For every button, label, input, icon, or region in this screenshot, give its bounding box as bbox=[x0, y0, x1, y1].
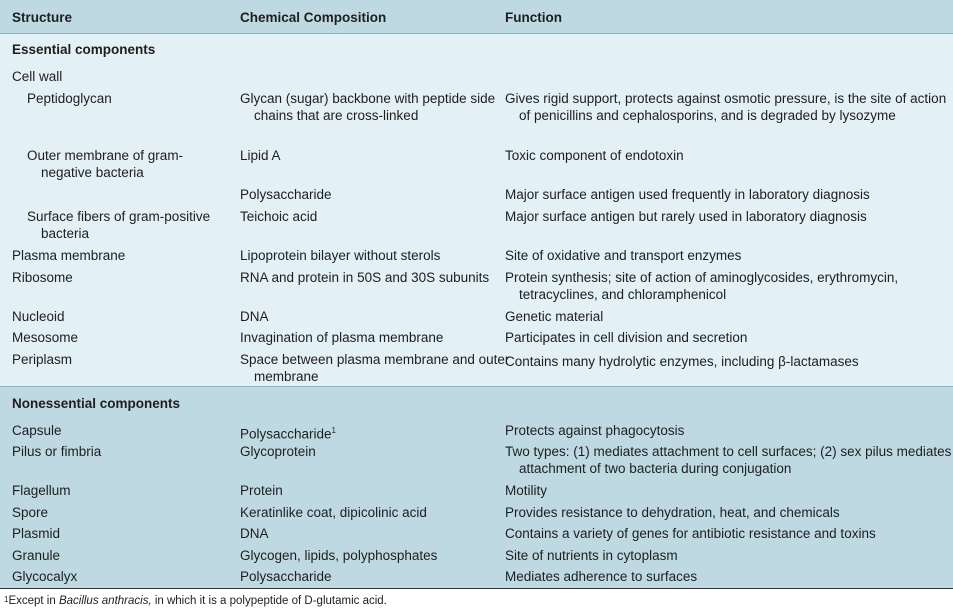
header-function: Function bbox=[505, 10, 562, 25]
function-cell: Participates in cell division and secret… bbox=[505, 330, 748, 345]
structure-cell: Granule bbox=[12, 548, 61, 563]
composition-cell: Invagination of plasma membrane bbox=[240, 330, 444, 345]
function-cell: Contains a variety of genes for antibiot… bbox=[505, 526, 876, 541]
essential-section-background bbox=[0, 34, 953, 386]
function-cell: Mediates adherence to surfaces bbox=[505, 569, 698, 584]
header-composition: Chemical Composition bbox=[240, 10, 387, 25]
composition-cell: Lipoprotein bilayer without sterols bbox=[240, 248, 441, 263]
structure-cell: Capsule bbox=[12, 423, 62, 438]
function-cell: Major surface antigen but rarely used in… bbox=[505, 209, 867, 224]
composition-cell: Polysaccharide bbox=[240, 569, 332, 584]
function-cell: Major surface antigen used frequently in… bbox=[505, 187, 870, 202]
footnote-italic: Bacillus anthracis, bbox=[58, 595, 152, 607]
composition-text: Polysaccharide bbox=[240, 426, 332, 442]
section-title-essential: Essential components bbox=[12, 42, 156, 57]
composition-cell: Teichoic acid bbox=[240, 209, 318, 224]
function-cell: Genetic material bbox=[505, 309, 604, 324]
structure-cell: Nucleoid bbox=[12, 309, 65, 324]
structure-cell: Flagellum bbox=[12, 483, 71, 498]
composition-cell: Lipid A bbox=[240, 148, 281, 163]
structure-cell: Plasma membrane bbox=[12, 248, 126, 263]
composition-cell: DNA bbox=[240, 309, 269, 324]
structure-cell: Cell wall bbox=[12, 69, 63, 84]
composition-cell: Polysaccharide bbox=[240, 187, 332, 202]
section-title-nonessential: Nonessential components bbox=[12, 396, 181, 411]
footnote-prefix: Except in bbox=[8, 595, 59, 607]
composition-cell: Space between plasma membrane and outer … bbox=[240, 352, 510, 384]
composition-cell: Glycan (sugar) backbone with peptide sid… bbox=[240, 91, 496, 123]
footnote-marker: 1 bbox=[331, 426, 336, 435]
header-structure: Structure bbox=[12, 10, 73, 25]
function-cell: Contains many hydrolytic enzymes, includ… bbox=[505, 354, 859, 369]
function-cell: Protects against phagocytosis bbox=[505, 423, 685, 438]
function-cell: Provides resistance to dehydration, heat… bbox=[505, 505, 840, 520]
function-cell: Protein synthesis; site of action of ami… bbox=[505, 270, 899, 302]
structure-cell: Peptidoglycan bbox=[27, 91, 112, 106]
composition-cell: RNA and protein in 50S and 30S subunits bbox=[240, 270, 490, 285]
function-cell: Gives rigid support, protects against os… bbox=[505, 91, 947, 123]
table-header: Structure Chemical Composition Function bbox=[0, 0, 953, 34]
composition-cell: Glycoprotein bbox=[240, 444, 316, 459]
function-cell: Site of nutrients in cytoplasm bbox=[505, 548, 678, 563]
function-cell: Toxic component of endotoxin bbox=[505, 148, 684, 163]
composition-cell: Polysaccharide1 bbox=[240, 422, 496, 443]
nonessential-section-background bbox=[0, 386, 953, 589]
footnote-suffix: in which it is a polypeptide of D-glutam… bbox=[151, 595, 387, 607]
structure-cell: Pilus or fimbria bbox=[12, 444, 102, 459]
structure-cell: Periplasm bbox=[12, 352, 73, 367]
function-cell: Site of oxidative and transport enzymes bbox=[505, 248, 742, 263]
function-cell: Two types: (1) mediates attachment to ce… bbox=[505, 444, 952, 476]
structure-cell: Ribosome bbox=[12, 270, 73, 285]
composition-cell: Keratinlike coat, dipicolinic acid bbox=[240, 505, 427, 520]
footnote-mark: 1 bbox=[4, 595, 9, 604]
structure-cell: Glycocalyx bbox=[12, 569, 78, 584]
structure-cell: Plasmid bbox=[12, 526, 61, 541]
structure-cell: Mesosome bbox=[12, 330, 79, 345]
composition-cell: Glycogen, lipids, polyphosphates bbox=[240, 548, 438, 563]
function-cell: Motility bbox=[505, 483, 548, 498]
structure-cell: Spore bbox=[12, 505, 49, 520]
structure-cell: Outer membrane of gram-negative bacteria bbox=[27, 148, 184, 180]
footnote: 1Except in Bacillus anthracis, in which … bbox=[4, 595, 387, 607]
structure-cell: Surface fibers of gram-positive bacteria bbox=[27, 209, 211, 241]
composition-cell: Protein bbox=[240, 483, 283, 498]
table-bottom-rule bbox=[0, 588, 953, 589]
composition-cell: DNA bbox=[240, 526, 269, 541]
